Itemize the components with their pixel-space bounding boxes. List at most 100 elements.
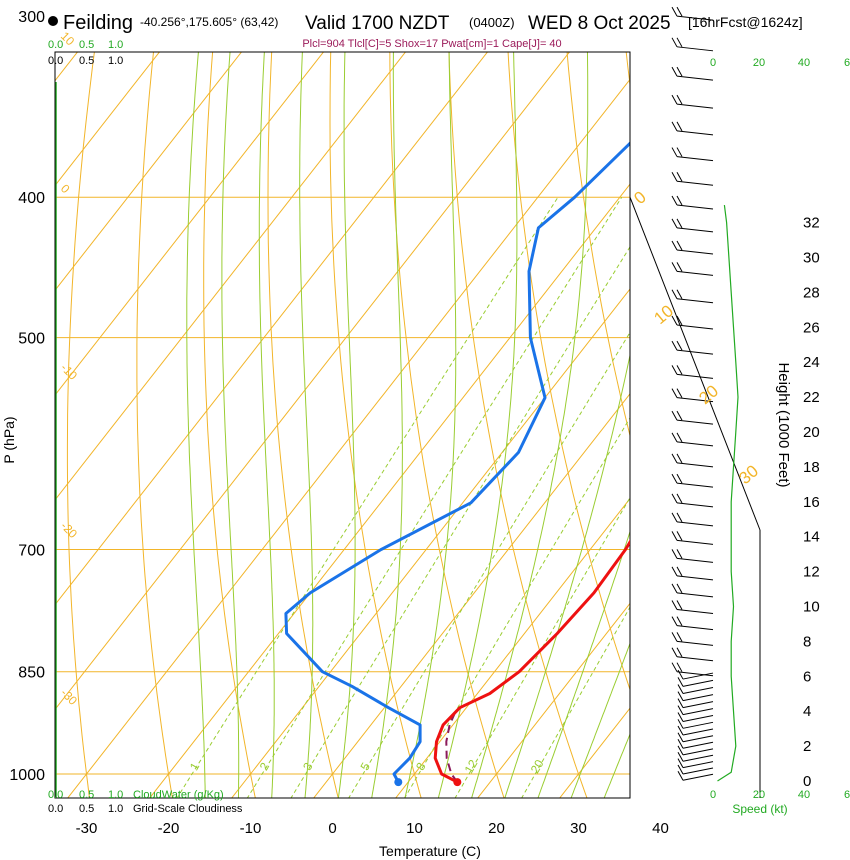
dry-adiabat-label-30: 30: [735, 461, 762, 488]
cloud-bottom-label-0: 0.0: [48, 803, 63, 815]
wind-barb-shaft: [682, 694, 714, 702]
wind-barb-flag: [676, 365, 683, 375]
valid-time: Valid 1700 NZDT: [305, 13, 450, 34]
wind-barb-shaft: [682, 773, 714, 781]
isotherm--90: [55, 52, 161, 187]
wind-barb: [671, 289, 714, 304]
wind-barb-flag: [676, 632, 683, 642]
wind-barb-flag: [676, 218, 683, 229]
wind-barb-shaft: [676, 130, 714, 136]
dry-adiabat-label-10: 10: [650, 301, 677, 328]
wind-barb-shaft: [676, 270, 714, 276]
dry-adiabat-20: [389, 52, 505, 798]
x-tick--30: -30: [76, 820, 98, 837]
wind-barb: [671, 66, 714, 81]
height-tick-22: 22: [803, 389, 820, 406]
pressure-tick-500: 500: [18, 331, 45, 348]
wind-barb-flag: [671, 195, 678, 206]
wind-barb: [677, 684, 714, 695]
pressure-tick-850: 850: [18, 665, 45, 682]
wind-barb-flag: [676, 195, 683, 206]
wind-barb: [671, 531, 714, 545]
wind-barb-flag: [671, 6, 678, 17]
wind-barb: [671, 453, 714, 468]
wind-barb-shaft: [676, 575, 714, 581]
wind-barb-flag: [677, 732, 684, 742]
wind-barb-shaft: [676, 557, 714, 563]
wind-barb-flag: [676, 583, 683, 594]
isotherm--30: [67, 78, 630, 798]
wind-barb-flag: [671, 37, 678, 48]
wind-barb-shaft: [676, 397, 714, 403]
height-tick-20: 20: [803, 424, 820, 441]
wind-barb-flag: [676, 662, 683, 672]
wind-barb-flag: [676, 240, 683, 251]
wind-barb: [677, 758, 714, 769]
wind-barb-flag: [671, 240, 678, 251]
mixing-ratio-12: [454, 496, 630, 798]
isotherm--70: [55, 52, 325, 396]
wind-barb-flag: [677, 758, 684, 768]
wind-barb-flag: [671, 410, 678, 421]
height-tick-28: 28: [803, 284, 820, 301]
isotherm--10: [231, 288, 630, 798]
wind-barb: [671, 388, 714, 403]
moist-adiabat-0: [299, 52, 314, 798]
wind-barb-flag: [671, 583, 678, 594]
wind-barb-shaft: [676, 625, 714, 631]
isotherm--80: [55, 52, 243, 292]
surface-temperature-dot: [453, 778, 462, 787]
wind-barb-shaft: [682, 735, 714, 743]
wind-barb-shaft: [682, 721, 714, 729]
wind-barb-flag: [676, 37, 683, 48]
station-coords: -40.256°,175.605° (63,42): [140, 15, 278, 29]
wind-barb-shaft: [682, 761, 714, 769]
wind-barb-shaft: [676, 298, 714, 304]
isotherm-label-0: 0: [58, 182, 73, 197]
wind-barb: [671, 365, 714, 379]
dry-adiabat-label-20: 20: [695, 381, 722, 408]
dry-adiabat-40: [507, 52, 630, 691]
wind-barb-shaft: [676, 249, 714, 255]
height-tick-30: 30: [803, 250, 820, 267]
isotherm-label--30: -30: [58, 686, 80, 708]
wind-barb-flag: [671, 262, 678, 272]
x-tick-40: 40: [652, 820, 669, 837]
wind-barb-flag: [676, 172, 683, 182]
wind-barb-shaft: [676, 46, 714, 52]
wind-barb: [671, 37, 714, 52]
wind-barb-flag: [676, 6, 683, 17]
dry-adiabat-50: [566, 52, 630, 438]
wind-barb-flag: [671, 365, 678, 375]
wind-barb-flag: [671, 340, 678, 351]
wind-barb: [677, 712, 714, 723]
wind-barb-flag: [671, 289, 678, 299]
dry-adiabat--40: [0, 0, 70, 811]
wind-barb: [677, 771, 714, 781]
isotherm--100: [55, 52, 79, 82]
wind-barb-flag: [671, 493, 678, 504]
isotherm-label--10: -10: [58, 361, 80, 383]
wind-barb-flag: [677, 752, 684, 762]
wind-barb-flag: [671, 218, 678, 229]
wind-barb-flag: [671, 473, 678, 484]
isotherm-10: [395, 497, 630, 798]
wind-barb: [671, 549, 714, 563]
wind-barb: [671, 432, 714, 447]
wind-barb-shaft: [676, 156, 714, 162]
wind-barb-shaft: [682, 672, 714, 680]
wind-barb: [671, 172, 714, 186]
dry-adiabat-10: [329, 52, 422, 798]
wind-barb-flag: [676, 410, 683, 421]
wind-barb-flag: [677, 684, 684, 694]
moist-adiabat-4: [337, 52, 356, 798]
wind-barb-shaft: [682, 679, 714, 687]
y-axis-title: P (hPa): [1, 416, 17, 463]
wind-barb: [671, 94, 714, 109]
wind-barb-shaft: [676, 656, 714, 662]
surface-dewpoint-dot: [394, 778, 403, 787]
wind-barb: [671, 195, 714, 210]
dewpoint-line: [284, 141, 630, 783]
wind-barb: [671, 647, 714, 662]
wind-barb-shaft: [676, 227, 714, 233]
